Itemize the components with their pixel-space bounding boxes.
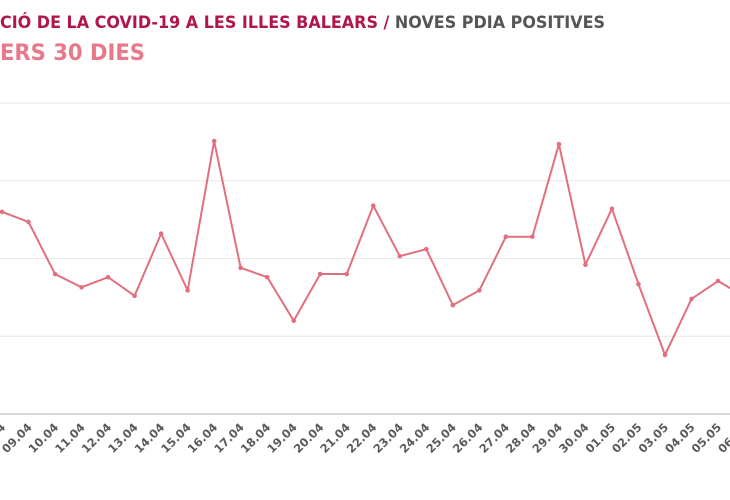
data-point — [503, 234, 509, 240]
data-point — [185, 288, 190, 293]
data-point — [79, 284, 84, 290]
data-point — [556, 141, 562, 147]
data-point — [158, 231, 164, 236]
title-primary: CIÓ DE LA COVID-19 A LES ILLES BALEARS — [0, 11, 378, 33]
data-point — [715, 278, 721, 284]
data-point — [424, 246, 429, 252]
title-separator: / — [378, 13, 395, 33]
data-point — [132, 293, 137, 299]
data-point — [583, 262, 588, 268]
data-point — [26, 219, 31, 225]
series-line — [0, 138, 730, 358]
data-point — [317, 271, 323, 277]
x-axis-ticks: 08.0409.0410.0411.0412.0413.0414.0415.04… — [0, 420, 730, 456]
data-point — [477, 288, 482, 293]
data-point — [105, 274, 111, 280]
data-point — [291, 318, 297, 324]
chart-title: CIÓ DE LA COVID-19 A LES ILLES BALEARS /… — [0, 11, 605, 33]
data-point — [636, 281, 641, 287]
series-path — [1, 140, 730, 356]
data-point — [609, 206, 615, 212]
data-point — [211, 138, 217, 144]
data-point — [662, 352, 668, 358]
gridlines — [0, 102, 730, 415]
data-point — [264, 274, 270, 280]
data-point — [689, 296, 694, 302]
data-point — [450, 302, 456, 308]
data-point — [370, 203, 376, 208]
data-point — [397, 253, 403, 259]
data-point — [238, 265, 243, 271]
chart-subtitle: ERS 30 DIES — [0, 41, 145, 66]
data-point — [530, 234, 535, 240]
data-point — [0, 209, 5, 215]
title-secondary: NOVES PDIA POSITIVES — [395, 13, 605, 33]
data-point — [52, 271, 58, 277]
data-point — [344, 271, 350, 277]
